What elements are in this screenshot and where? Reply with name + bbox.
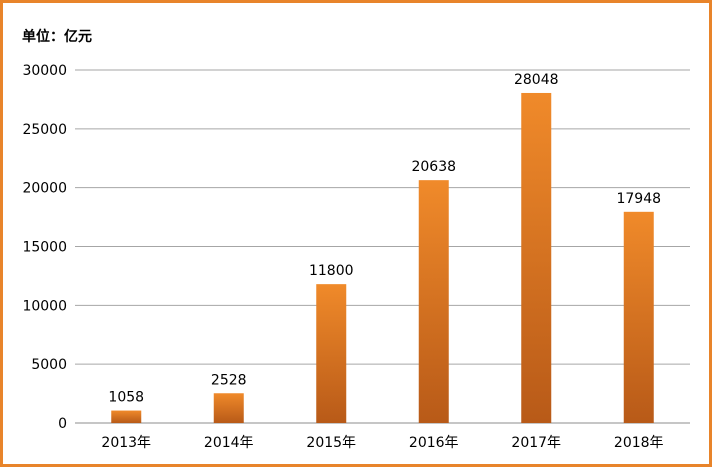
y-tick-label: 30000 — [22, 63, 67, 79]
bar — [111, 410, 142, 423]
x-tick-label: 2014年 — [204, 435, 254, 451]
y-tick-label: 20000 — [22, 181, 67, 197]
x-tick-label: 2018年 — [614, 435, 664, 451]
gridlines — [75, 69, 690, 424]
data-label: 1058 — [108, 390, 144, 406]
bar — [213, 393, 244, 423]
bar — [623, 211, 654, 423]
data-label: 20638 — [411, 159, 456, 175]
bar — [316, 284, 347, 423]
y-tick-label: 10000 — [22, 298, 67, 314]
data-labels: 1058 2528 11800 20638 28048 17948 — [108, 72, 661, 406]
x-tick-label: 2015年 — [306, 435, 356, 451]
y-axis-ticks: 0 5000 10000 15000 20000 25000 30000 — [22, 63, 67, 432]
x-tick-label: 2016年 — [409, 435, 459, 451]
data-label: 2528 — [211, 372, 247, 388]
data-label: 17948 — [616, 191, 661, 207]
x-tick-label: 2013年 — [101, 435, 151, 451]
y-tick-label: 25000 — [22, 122, 67, 138]
y-tick-label: 5000 — [31, 357, 67, 373]
bar — [418, 180, 449, 423]
data-label: 11800 — [309, 263, 354, 279]
x-tick-label: 2017年 — [511, 435, 561, 451]
x-axis-ticks: 2013年 2014年 2015年 2016年 2017年 2018年 — [101, 435, 663, 451]
unit-label: 单位：亿元 — [22, 29, 92, 45]
y-tick-label: 0 — [58, 416, 67, 432]
data-label: 28048 — [514, 72, 559, 88]
bars — [111, 92, 654, 423]
bar — [521, 92, 552, 423]
y-tick-label: 15000 — [22, 240, 67, 256]
